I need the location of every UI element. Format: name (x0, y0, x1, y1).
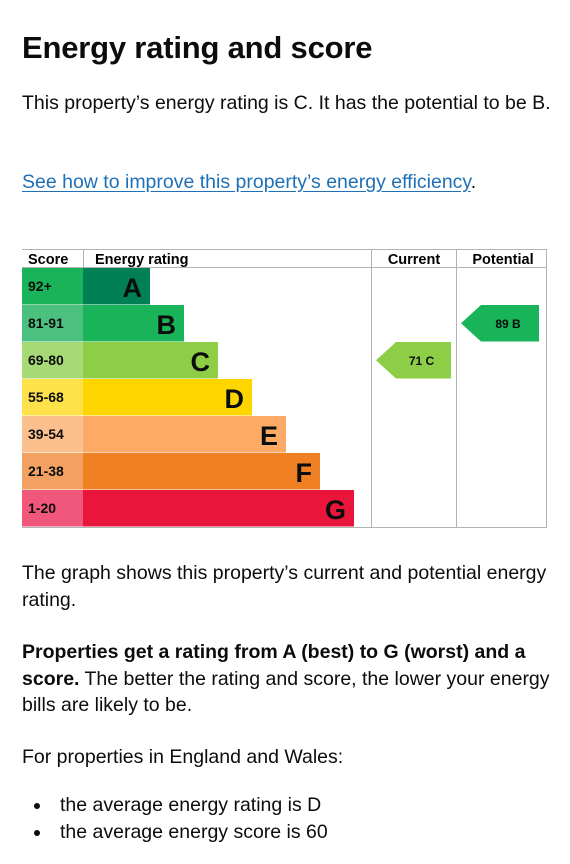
rating-letter-a: A (123, 273, 143, 303)
current-rating-label: 71 C (409, 354, 435, 368)
current-rating-arrow (376, 342, 451, 379)
ratings-explanation-rest: The better the rating and score, the low… (22, 667, 550, 717)
rating-letter-b: B (157, 310, 177, 340)
rating-bar-c (83, 342, 218, 379)
ratings-explanation-bold: Properties get a rating from A (best) to… (22, 641, 526, 690)
potential-rating-label: 89 B (495, 317, 521, 331)
score-range-b: 81-91 (28, 315, 64, 331)
score-range-d: 55-68 (28, 389, 64, 405)
rating-letter-d: D (225, 384, 245, 414)
chart-frame (22, 249, 547, 528)
score-range-c: 69-80 (28, 352, 64, 368)
score-cell-b (22, 305, 83, 342)
rating-bar-g (83, 490, 354, 527)
rating-bands: 92+ A 81-91 B 69-80 C 55-68 D 39-54 E 21-38 F 1-20 G (22, 268, 354, 527)
col-header-current: Current (388, 252, 441, 268)
rating-bar-d (83, 379, 252, 416)
col-header-energy-rating: Energy rating (95, 252, 188, 268)
averages-list: the average energy rating is D the avera… (22, 792, 328, 845)
score-cell-c (22, 342, 83, 379)
score-range-e: 39-54 (28, 426, 64, 442)
score-range-f: 21-38 (28, 463, 64, 479)
rating-summary: This property’s energy rating is C. It h… (22, 92, 551, 114)
graph-caption: The graph shows this property’s current … (22, 562, 547, 611)
rating-letter-f: F (296, 458, 313, 488)
list-item: the average energy score is 60 (22, 819, 328, 846)
rating-bar-e (83, 416, 286, 453)
score-cell-a (22, 268, 83, 305)
rating-markers: 71 C 89 B (376, 305, 539, 379)
improve-link-suffix: . (470, 171, 477, 193)
rating-bar-f (83, 453, 320, 490)
potential-rating-arrow (461, 305, 539, 342)
rating-bar-a (83, 268, 150, 305)
energy-rating-chart: Score Energy rating Current Potential 92… (22, 249, 547, 528)
rating-letter-c: C (191, 347, 211, 377)
ratings-explanation: Properties get a rating from A (best) to… (22, 639, 552, 719)
improve-efficiency-link[interactable]: See how to improve this property’s energ… (22, 171, 471, 193)
col-header-potential: Potential (472, 252, 533, 268)
score-range-a: 92+ (28, 278, 52, 294)
score-cell-e (22, 416, 83, 453)
rating-bar-b (83, 305, 184, 342)
rating-letter-g: G (325, 495, 346, 525)
score-cell-f (22, 453, 83, 490)
score-cell-g (22, 490, 83, 527)
england-wales-intro: For properties in England and Wales: (22, 746, 344, 768)
score-range-g: 1-20 (28, 500, 56, 516)
col-header-score: Score (28, 252, 68, 268)
rating-letter-e: E (260, 421, 278, 451)
page-title: Energy rating and score (22, 30, 373, 65)
score-cell-d (22, 379, 83, 416)
list-item: the average energy rating is D (22, 792, 328, 819)
improve-paragraph: See how to improve this property’s energ… (22, 169, 552, 196)
